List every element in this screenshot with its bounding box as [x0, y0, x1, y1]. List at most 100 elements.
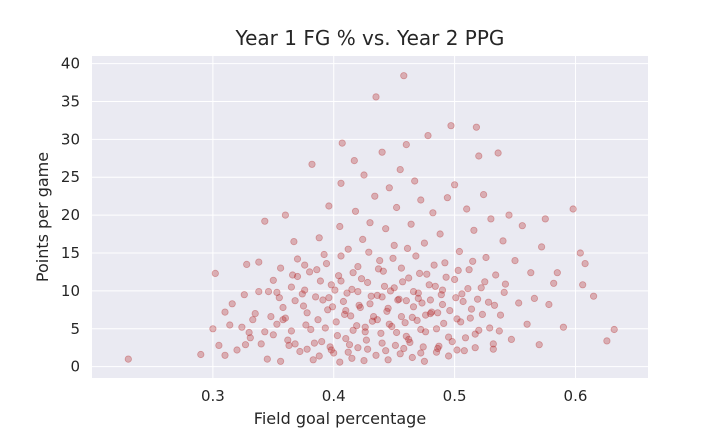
- data-point: [446, 306, 454, 315]
- data-point: [499, 237, 507, 245]
- data-point: [441, 259, 449, 267]
- data-point: [490, 301, 499, 309]
- data-point: [276, 357, 285, 365]
- data-point: [339, 297, 347, 306]
- data-point: [537, 243, 546, 251]
- data-point: [402, 332, 410, 340]
- data-point: [293, 255, 302, 263]
- data-point: [291, 297, 299, 305]
- data-point: [344, 348, 352, 356]
- data-point: [273, 288, 281, 296]
- data-point: [349, 326, 357, 334]
- data-point: [356, 303, 364, 312]
- data-point: [276, 264, 285, 272]
- data-point: [334, 272, 343, 280]
- y-tick-labels: 0 5 10 15 20 25 30 35 40: [61, 55, 80, 376]
- data-point: [418, 299, 426, 307]
- data-point: [315, 352, 323, 360]
- data-point: [257, 340, 265, 348]
- data-point: [340, 310, 349, 318]
- data-point: [401, 319, 409, 327]
- y-tick-label: 15: [61, 244, 80, 262]
- data-point: [275, 294, 283, 302]
- data-point: [426, 309, 434, 318]
- data-point: [427, 308, 436, 316]
- data-point: [395, 295, 403, 303]
- data-point: [500, 288, 508, 296]
- data-point: [333, 331, 341, 340]
- data-point: [351, 207, 360, 215]
- plot-background: [92, 56, 648, 378]
- data-point: [336, 358, 344, 366]
- data-point: [343, 289, 351, 297]
- data-point: [413, 316, 421, 324]
- data-point: [397, 264, 405, 272]
- data-point: [487, 215, 495, 223]
- data-point: [389, 254, 397, 262]
- y-axis-label: Points per game: [33, 152, 52, 282]
- data-point: [318, 337, 326, 346]
- data-point: [603, 337, 611, 345]
- data-point: [391, 341, 399, 349]
- data-point: [337, 277, 345, 285]
- data-point: [486, 324, 494, 332]
- data-point: [435, 342, 443, 350]
- data-point: [293, 272, 302, 281]
- data-point: [326, 343, 334, 351]
- data-point: [431, 282, 439, 290]
- data-point: [464, 284, 472, 293]
- data-point: [345, 341, 354, 349]
- data-point: [505, 211, 513, 219]
- data-point: [386, 287, 395, 295]
- data-point: [465, 266, 473, 274]
- data-point: [457, 318, 465, 326]
- data-point: [344, 245, 352, 253]
- data-point: [361, 328, 369, 336]
- x-tick-label: 0.4: [322, 387, 346, 405]
- data-point: [246, 334, 254, 342]
- data-point: [501, 280, 509, 288]
- data-point: [365, 248, 373, 256]
- data-point: [384, 356, 392, 364]
- data-point: [434, 309, 442, 317]
- data-point: [436, 230, 444, 238]
- data-point: [374, 265, 383, 273]
- data-point: [366, 219, 374, 227]
- data-point: [452, 294, 460, 302]
- data-point: [353, 322, 361, 330]
- data-point: [363, 278, 372, 287]
- data-point: [402, 141, 410, 149]
- data-point: [269, 276, 277, 284]
- data-point: [325, 202, 333, 210]
- data-point: [337, 179, 345, 187]
- data-point: [388, 322, 396, 331]
- data-point: [461, 334, 470, 342]
- data-point: [348, 285, 356, 293]
- data-point: [459, 297, 467, 306]
- data-point: [310, 339, 318, 347]
- data-point: [255, 287, 263, 296]
- data-point: [409, 303, 418, 311]
- data-point: [518, 222, 526, 230]
- data-point: [479, 191, 488, 199]
- data-point: [489, 340, 497, 348]
- data-point: [415, 269, 424, 277]
- data-point: [515, 299, 523, 307]
- data-point: [581, 259, 589, 268]
- data-point: [409, 287, 418, 296]
- data-point: [303, 309, 311, 317]
- data-point: [385, 184, 393, 192]
- data-point: [478, 310, 486, 318]
- data-point: [400, 344, 408, 353]
- data-point: [576, 249, 584, 257]
- data-point: [360, 171, 368, 179]
- data-point: [421, 311, 430, 319]
- data-point: [541, 215, 549, 223]
- data-point: [284, 336, 292, 344]
- data-point: [477, 284, 485, 292]
- y-tick-label: 35: [61, 92, 80, 110]
- data-point: [432, 348, 441, 356]
- data-point: [303, 345, 311, 353]
- data-point: [238, 323, 246, 331]
